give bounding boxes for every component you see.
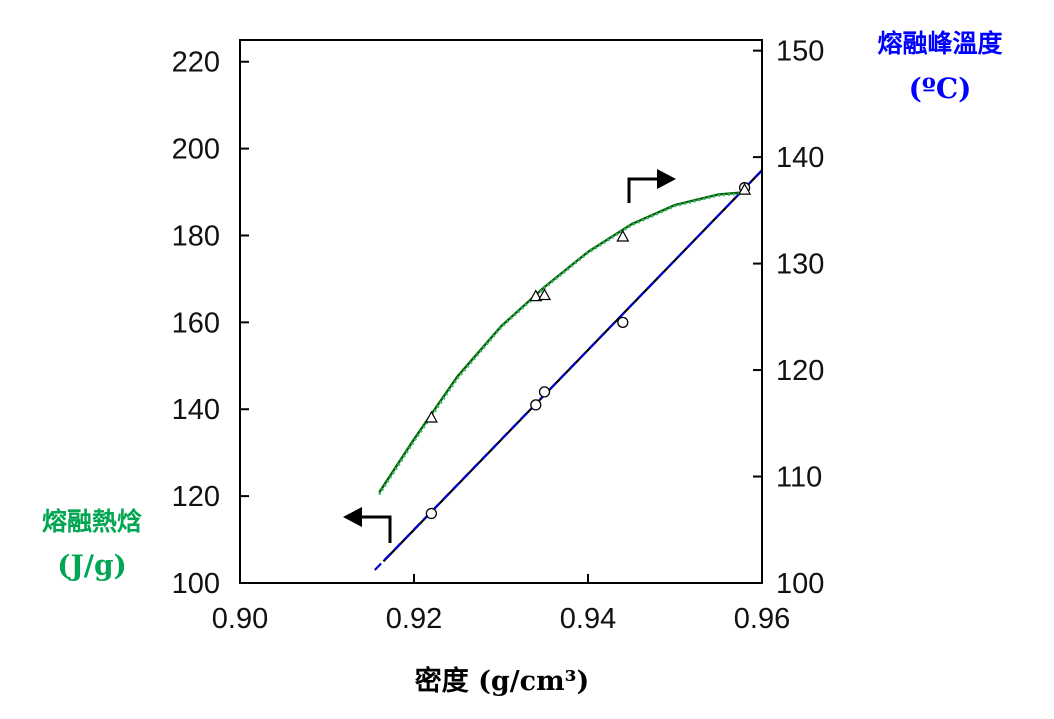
right-axis-ticks: 100 110 120 130 140 150 [753, 36, 824, 600]
melt-temp-dotted-line [378, 192, 745, 496]
left-axis-title-line1: 熔融熱焓 [42, 507, 142, 536]
x-axis-ticks: 0.90 0.92 0.94 0.96 [212, 574, 790, 635]
left-axis-title-line2: (J/g) [57, 549, 127, 582]
right-tick-label: 130 [776, 249, 824, 281]
right-tick-label: 110 [776, 462, 822, 494]
melt-temp-point [537, 288, 552, 301]
left-tick-label: 140 [172, 394, 220, 426]
left-tick-label: 100 [172, 568, 220, 600]
enthalpy-point [425, 507, 438, 520]
left-tick-label: 180 [172, 220, 220, 252]
melt-temp-fit-line [378, 191, 745, 494]
left-axis-ticks: 100 120 140 160 180 200 220 [172, 47, 249, 600]
x-axis-title: 密度 (g/cm³) [415, 665, 590, 697]
x-tick-label: 0.96 [734, 603, 790, 635]
x-tick-label: 0.90 [212, 603, 268, 635]
left-axis-arrow [343, 507, 392, 543]
left-tick-label: 120 [172, 481, 220, 513]
enthalpy-point [617, 316, 629, 329]
melt-temp-point [616, 229, 630, 242]
right-axis-title-line1: 熔融峰溫度 [877, 29, 1002, 58]
plot-frame [239, 39, 763, 584]
right-tick-label: 120 [776, 355, 824, 387]
right-axis-title-line2: (ºC) [909, 72, 972, 105]
right-tick-label: 150 [776, 36, 824, 68]
melt-temp-point [738, 182, 752, 195]
enthalpy-dashed-line [374, 169, 763, 571]
enthalpy-point [530, 399, 542, 411]
enthalpy-point [538, 386, 551, 398]
melt-temp-point [424, 410, 438, 423]
series-layer [374, 169, 763, 571]
right-axis-arrow [627, 169, 676, 203]
x-tick-label: 0.94 [560, 603, 616, 635]
left-tick-label: 200 [172, 134, 220, 166]
left-tick-label: 220 [172, 47, 220, 79]
right-tick-label: 140 [776, 142, 824, 174]
left-tick-label: 160 [172, 307, 220, 339]
right-tick-label: 100 [776, 568, 824, 600]
x-tick-label: 0.92 [386, 603, 442, 635]
melt-temp-point [529, 289, 543, 302]
